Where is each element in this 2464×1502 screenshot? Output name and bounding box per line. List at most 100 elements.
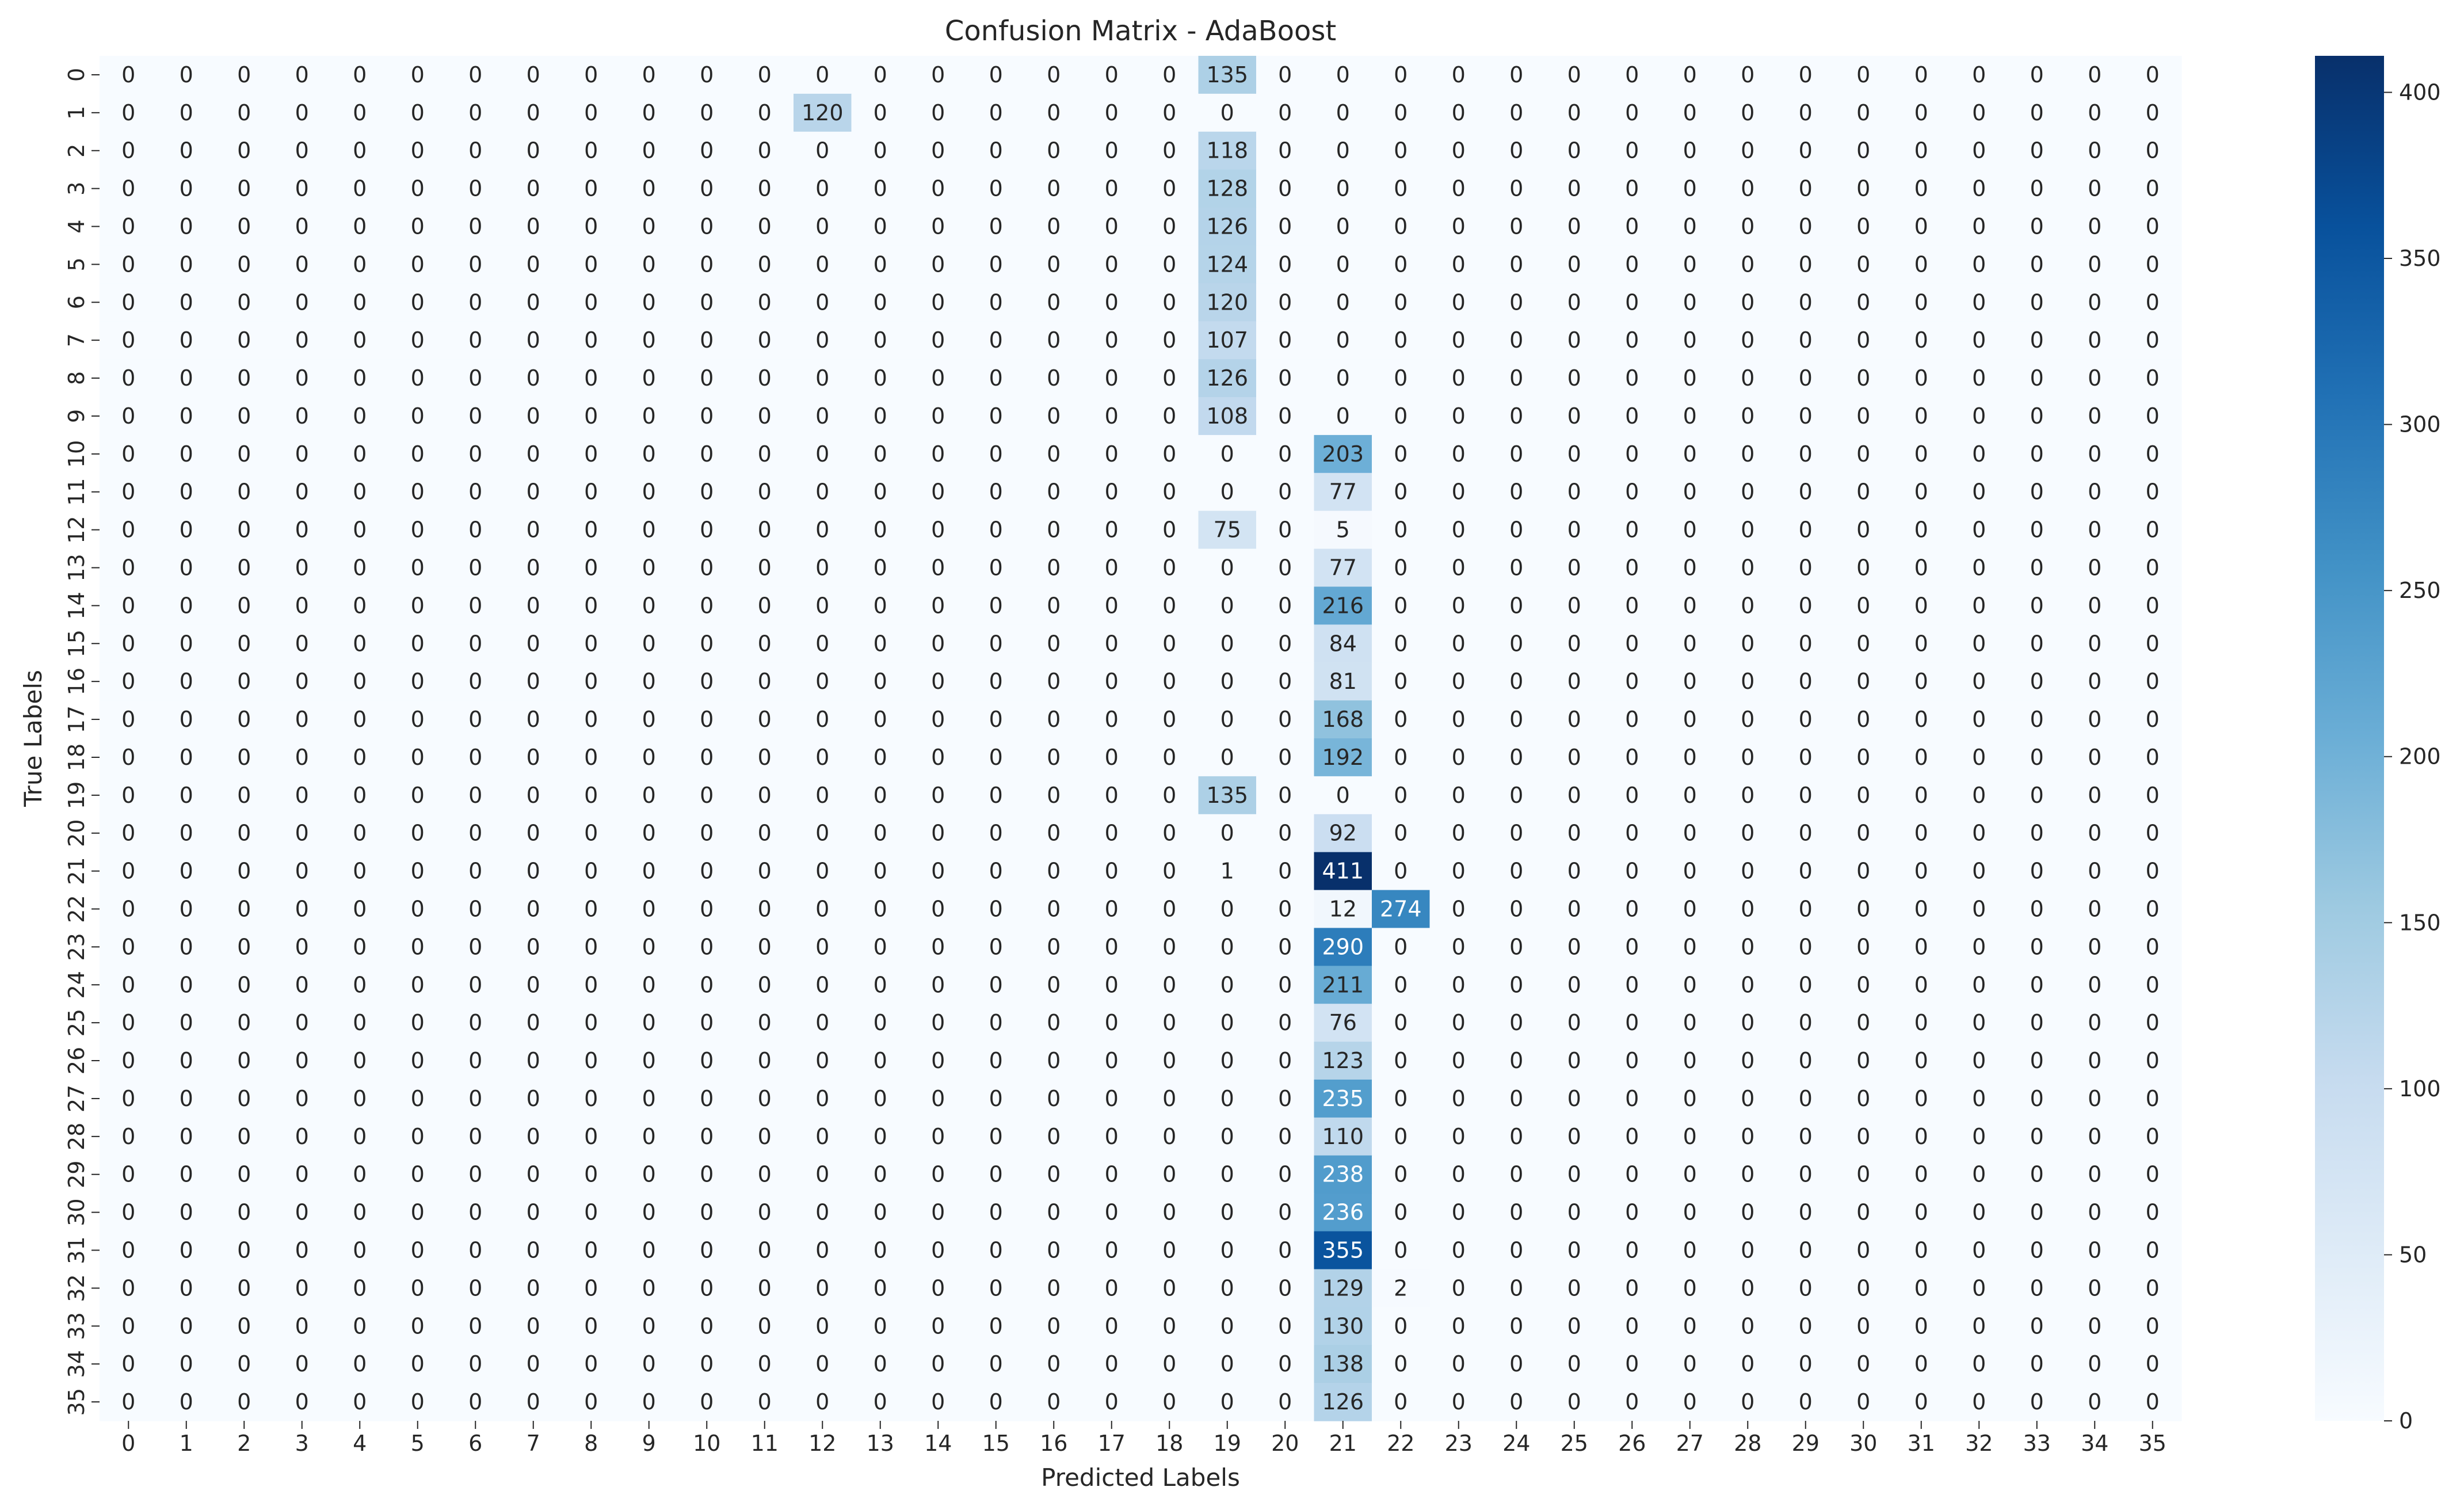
cell-value: 0	[1625, 593, 1639, 618]
heatmap-cell	[794, 434, 852, 474]
cell-value: 274	[1380, 897, 1422, 922]
cell-value: 0	[1625, 517, 1639, 543]
cell-value: 0	[1278, 745, 1292, 770]
cell-value: 0	[758, 62, 772, 87]
cell-value: 0	[874, 403, 887, 429]
cell-value: 0	[121, 62, 135, 87]
heatmap-cell	[504, 283, 563, 322]
cell-value: 0	[353, 1086, 367, 1111]
cell-value: 0	[1914, 1200, 1928, 1225]
cell-value: 0	[180, 1200, 193, 1225]
heatmap-cell	[1661, 207, 1719, 246]
heatmap-cell	[100, 169, 158, 208]
cell-value: 0	[468, 1389, 482, 1415]
x-tick-label: 30	[1849, 1431, 1877, 1456]
cell-value: 0	[1452, 327, 1466, 353]
cell-value: 0	[584, 783, 598, 808]
cell-value: 0	[2146, 403, 2160, 429]
cell-value: 0	[584, 327, 598, 353]
cell-value: 0	[815, 289, 829, 315]
cell-value: 0	[700, 100, 714, 125]
heatmap-cell	[273, 207, 331, 246]
cell-value: 0	[584, 1313, 598, 1339]
heatmap-cell	[215, 434, 274, 474]
cell-value: 0	[874, 214, 887, 239]
cell-value: 0	[180, 1389, 193, 1415]
cell-value: 0	[1914, 138, 1928, 163]
cell-value: 0	[1452, 593, 1466, 618]
cell-value: 0	[1105, 365, 1119, 391]
cell-value: 0	[700, 1200, 714, 1225]
cell-value: 0	[2088, 214, 2101, 239]
cell-value: 0	[2088, 1313, 2101, 1339]
cell-value: 0	[411, 783, 425, 808]
heatmap-cell	[1256, 472, 1315, 512]
cell-value: 0	[700, 1313, 714, 1339]
cell-value: 0	[1741, 669, 1754, 694]
heatmap-cell	[273, 434, 331, 474]
cell-value: 0	[1452, 441, 1466, 467]
heatmap-cell	[1603, 245, 1662, 284]
cell-value: 0	[1105, 1238, 1119, 1263]
cell-value: 0	[815, 176, 829, 201]
cell-value: 0	[758, 441, 772, 467]
cell-value: 0	[2146, 1389, 2160, 1415]
cell-value: 0	[1741, 1086, 1754, 1111]
cell-value: 0	[874, 138, 887, 163]
cell-value: 0	[1278, 1275, 1292, 1301]
cell-value: 0	[584, 1275, 598, 1301]
heatmap-cell	[1776, 56, 1835, 94]
cell-value: 0	[1683, 1389, 1697, 1415]
cell-value: 0	[353, 669, 367, 694]
heatmap-cell	[1487, 56, 1546, 94]
heatmap-cell	[2123, 397, 2182, 436]
cell-value: 0	[1162, 1124, 1176, 1149]
cell-value: 203	[1322, 441, 1364, 467]
cell-value: 0	[1625, 821, 1639, 846]
cell-value: 0	[1972, 631, 1986, 656]
heatmap-cell	[1776, 283, 1835, 322]
cell-value: 0	[989, 62, 1003, 87]
heatmap-cell	[1198, 245, 1257, 284]
cell-value: 0	[1394, 859, 1408, 884]
heatmap-cell	[504, 359, 563, 398]
cell-value: 0	[2146, 1275, 2160, 1301]
cell-value: 0	[1162, 1162, 1176, 1187]
heatmap-cell	[1429, 321, 1488, 360]
cell-value: 0	[1509, 707, 1523, 732]
heatmap-cell	[215, 245, 274, 284]
heatmap-cell	[678, 245, 737, 284]
cell-value: 0	[1972, 1124, 1986, 1149]
y-tick-label: 9	[64, 409, 89, 423]
cell-value: 0	[700, 1162, 714, 1187]
cell-value: 0	[1567, 1048, 1581, 1073]
x-tick-label: 18	[1155, 1431, 1183, 1456]
cell-value: 0	[2088, 176, 2101, 201]
heatmap-cell	[1141, 510, 1199, 550]
cell-value: 0	[989, 1048, 1003, 1073]
x-tick-label: 20	[1271, 1431, 1299, 1456]
cell-value: 0	[642, 517, 656, 543]
heatmap-cell	[2123, 510, 2182, 550]
heatmap-cell	[909, 472, 968, 512]
cell-value: 0	[121, 1351, 135, 1377]
heatmap-cell	[909, 359, 968, 398]
cell-value: 0	[1509, 1313, 1523, 1339]
cell-value: 0	[1162, 100, 1176, 125]
cell-value: 0	[815, 707, 829, 732]
cell-value: 168	[1322, 707, 1364, 732]
cell-value: 0	[642, 403, 656, 429]
cell-value: 0	[1567, 555, 1581, 581]
heatmap-cell	[157, 245, 216, 284]
cell-value: 0	[1047, 1275, 1061, 1301]
cell-value: 0	[1856, 327, 1870, 353]
cell-value: 0	[1567, 1389, 1581, 1415]
cell-value: 0	[1567, 176, 1581, 201]
heatmap-cell	[1141, 56, 1199, 94]
cell-value: 0	[527, 100, 540, 125]
cell-value: 0	[180, 517, 193, 543]
cell-value: 0	[527, 365, 540, 391]
cell-value: 0	[353, 745, 367, 770]
cell-value: 0	[1105, 1010, 1119, 1035]
cell-value: 192	[1322, 745, 1364, 770]
